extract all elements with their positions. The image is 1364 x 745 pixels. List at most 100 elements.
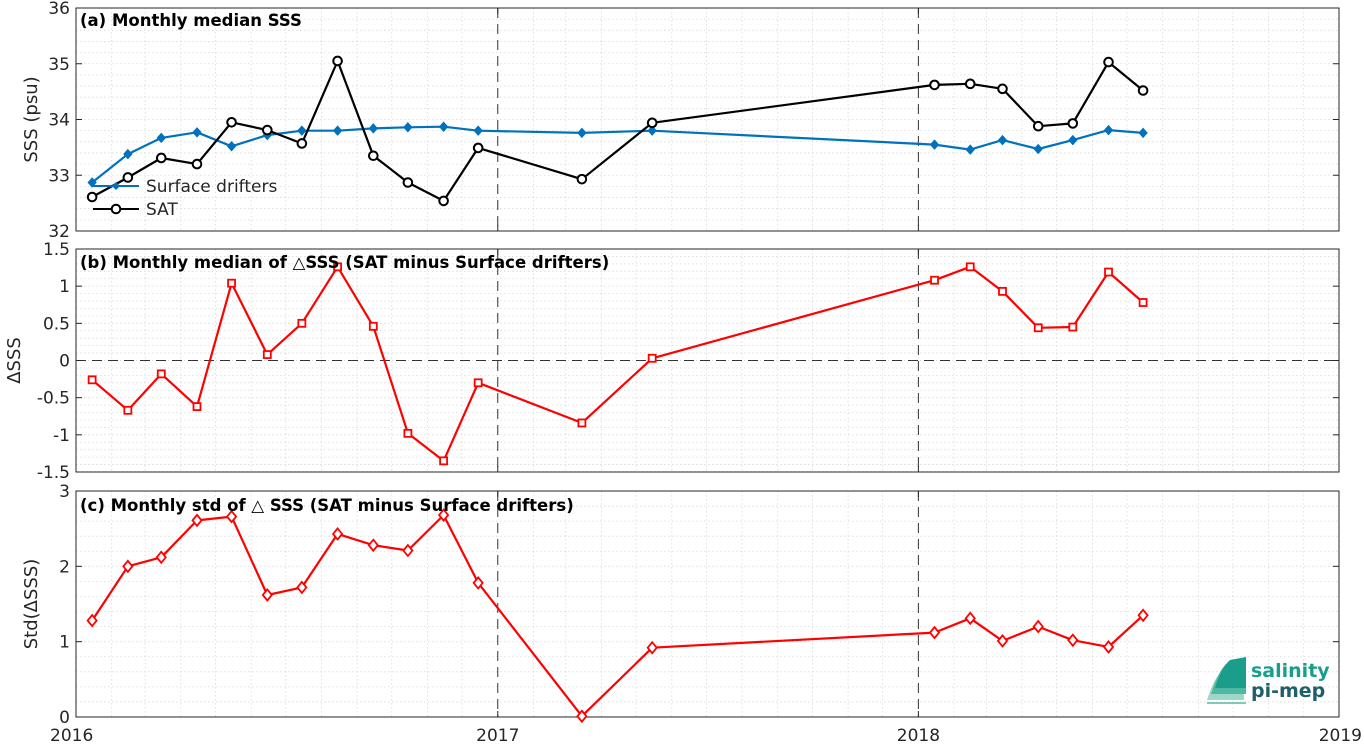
data-point-series-0 [331,527,344,541]
legend-label-surface-drifters: Surface drifters [146,177,277,197]
data-point-series-0 [192,402,202,411]
y-tick-label: 34 [48,111,70,131]
data-point-surface-drifters [368,123,378,134]
legend-label-sat: SAT [146,200,178,220]
data-point-surface-drifters [647,125,657,136]
x-tick-label: 2017 [476,726,519,745]
logo-text-pi-mep: pi-mep [1251,680,1325,702]
legend-marker-sat [110,203,122,215]
data-point-series-0 [122,559,134,574]
data-point-surface-drifters [332,125,343,136]
data-point-series-0 [227,278,236,288]
data-point-series-0 [646,640,658,655]
y-tick-label: 0 [59,352,70,372]
data-point-surface-drifters [87,177,97,188]
data-point-series-0 [296,580,308,595]
data-point-surface-drifters [997,134,1008,146]
panel-c: 0 1 2 3 (c) Monthly std of △ SSS (SAT minus… [21,482,1362,745]
data-point-surface-drifters [297,125,307,136]
data-point-series-0 [473,378,483,388]
data-point-series-0 [225,509,238,524]
legend-marker-surface-drifters [112,182,120,190]
data-point-surface-drifters [1068,134,1078,146]
panel-a-legend: Surface drifters SAT [93,177,277,220]
y-tick-label: 35 [48,55,70,75]
y-tick-label: -0.5 [37,389,70,409]
data-point-sat [1067,118,1079,129]
data-point-sat [438,195,449,207]
data-point-surface-drifters [965,144,975,155]
data-point-surface-drifters [156,132,166,144]
data-point-series-0 [998,286,1007,296]
panel-b: -1.5 -1 -0.5 0 0.5 1 1.5 (b) Monthly median of… [4,240,1340,483]
data-point-surface-drifters [929,139,940,150]
data-point-series-0 [87,375,97,385]
y-tick-label: 32 [48,222,70,242]
data-point-sat [155,152,167,164]
data-point-surface-drifters [1103,124,1114,136]
data-point-sat [576,173,588,185]
data-point-series-0 [191,513,203,528]
x-tick-label: 2016 [50,726,93,745]
x-tick-label: 2018 [897,726,940,745]
data-point-series-0 [333,262,342,272]
data-point-sat [1137,85,1149,96]
data-point-series-0 [261,588,273,602]
data-point-sat [86,191,98,203]
data-point-sat [226,116,237,128]
data-point-series-0 [647,353,657,363]
data-point-series-0 [1138,298,1148,307]
data-point-series-0 [155,550,167,565]
data-point-sat [191,158,203,170]
y-tick-label: 2 [59,557,70,577]
data-point-sat [368,150,379,162]
data-point-series-0 [1068,322,1078,332]
y-tick-label: -1 [53,426,70,446]
data-point-series-0 [262,350,272,359]
data-point-sat [472,142,484,154]
data-point-series-0 [1067,633,1079,648]
y-tick-label: 1 [59,633,70,653]
y-tick-label: 0 [59,708,70,728]
data-point-series-0 [1104,267,1113,277]
data-point-series-0 [930,275,939,285]
logo-text-salinity: salinity [1251,660,1330,682]
data-point-sat [402,177,414,188]
data-point-surface-drifters [438,121,449,132]
data-point-series-0 [577,418,587,428]
x-tick-label: 2019 [1319,726,1362,745]
panel-b-y-axis-label: ΔSSS [4,337,25,384]
data-point-sat [964,78,976,90]
data-point-sat [332,55,343,67]
y-tick-label: 3 [59,482,70,502]
data-point-surface-drifters [1033,143,1043,155]
data-point-series-0 [367,538,379,553]
data-point-series-0 [123,405,133,415]
data-point-series-0 [297,318,307,328]
data-point-sat [296,138,308,149]
data-point-surface-drifters [473,125,483,136]
data-point-series-0 [996,633,1009,648]
data-point-sat [1103,56,1114,68]
panel-a-title: (a) Monthly median SSS [80,11,302,30]
data-point-series-0 [439,456,449,466]
data-point-surface-drifters [123,148,133,160]
data-point-series-0 [928,625,941,640]
panel-a-y-axis-label: SSS (psu) [21,76,42,162]
panel-c-y-axis-label: Std(ΔSSS) [21,559,42,650]
data-point-sat [122,172,134,183]
data-point-series-0 [437,508,450,523]
data-point-series-0 [964,611,976,626]
data-point-series-0 [1102,640,1115,654]
data-point-series-0 [402,543,414,558]
data-point-sat [929,79,940,91]
panel-c-title: (c) Monthly std of △ SSS (SAT minus Surf… [80,496,574,515]
data-point-surface-drifters [226,141,237,152]
data-point-surface-drifters [403,122,413,133]
data-point-series-0 [472,575,484,590]
y-tick-label: 1 [59,277,70,297]
data-point-sat [261,124,273,136]
data-point-series-0 [1032,619,1044,634]
panel-a: 32 33 34 35 36 (a) Monthly median SSS SSS (p… [21,0,1340,242]
